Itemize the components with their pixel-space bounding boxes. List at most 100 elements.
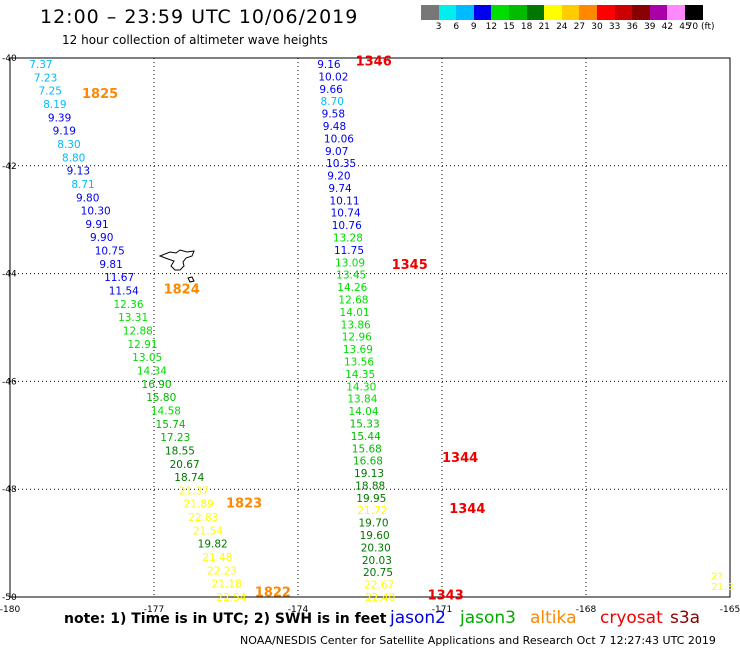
wave-height-label: 19.82 [198,539,228,551]
color-scale-swatch [491,5,509,20]
y-tick-label: -44 [2,270,17,280]
color-scale-swatch [614,5,633,20]
wave-height-label: 22.23 [207,565,237,577]
x-tick-label: -165 [720,605,740,615]
wave-height-label: 10.30 [81,206,111,218]
pass-number-label: 1823 [226,497,262,512]
wave-height-label: 15.44 [351,431,381,443]
wave-height-label: 16.68 [353,456,383,468]
chart-axes: -180 -177 -174 -171 -168 -165 -40 -42 -44 -46 -48 -… [0,54,740,615]
wave-height-label: 9.16 [317,59,341,71]
color-scale-swatch [438,5,457,20]
wave-height-label: 13.86 [341,319,371,331]
wave-height-label: 14.26 [337,282,367,294]
pass-number-label: 1346 [356,55,392,70]
y-tick-label: -48 [2,485,17,495]
wave-height-label: 19.70 [359,518,389,530]
wave-height-label: 7.25 [39,86,62,98]
x-tick-label: -180 [0,605,20,615]
y-tick-label: -50 [2,593,17,603]
color-scale-label: 36 [626,22,638,32]
color-scale-label: 45 [679,22,691,32]
wave-height-label: 9.58 [322,109,345,121]
wave-height-label: 8.80 [62,152,85,164]
wave-height-label: 16.90 [142,379,172,391]
wave-height-label: 21.18 [212,579,242,591]
wave-height-label: 20.75 [363,567,393,579]
wave-height-label: 22.54 [216,592,246,604]
color-scale-swatch [596,5,615,20]
wave-height-label: 10.74 [331,208,361,220]
wave-height-label: 9.20 [327,171,350,183]
color-scale-label: 18 [520,22,533,32]
wave-height-label: 18.88 [355,480,385,492]
y-tick-label: -46 [2,377,17,387]
wave-height-label: 13.84 [347,394,377,406]
wave-height-label: 8.70 [321,96,344,108]
mission-legend-item: altika [530,608,577,628]
color-scale-label: 27 [573,22,586,32]
wave-height-label: 14.58 [151,405,181,417]
wave-height-label: 21.89 [184,499,214,511]
wave-height-label: 14.30 [346,381,376,393]
wave-height-label: 13.69 [343,344,373,356]
wave-height-label: 7.23 [34,72,57,84]
wave-height-label: 14.35 [345,369,375,381]
color-scale-label: 3 [435,22,442,32]
color-scale-swatch [508,5,527,20]
wave-height-label: 9.19 [53,126,76,138]
wave-height-label: 13.05 [132,352,162,364]
chart-title: 12:00 – 23:59 UTC 10/06/2019 [40,6,359,28]
color-scale-swatch [684,5,703,20]
wave-height-label: 12.68 [338,295,368,307]
wave-height-label: 17.23 [160,432,190,444]
color-scale-label: 6 [453,22,460,32]
wave-height-label: 13.28 [333,233,363,245]
x-tick-label: -171 [432,605,452,615]
wave-height-label: 7.37 [29,59,52,71]
wave-height-label: 15.74 [156,419,186,431]
wave-height-label: 9.81 [99,259,122,271]
wave-height-label: 10.75 [95,246,125,258]
wave-height-label: 8.71 [71,179,94,191]
wave-height-label: 9.07 [325,146,348,158]
color-scale-label: 70 (ft) [686,22,715,32]
wave-height-label: 9.66 [319,84,343,96]
footer-credit: NOAA/NESDIS Center for Satellite Applica… [240,634,716,647]
wave-height-label: 13.31 [118,312,148,324]
wave-height-label: 11.75 [334,245,364,257]
color-scale-swatch [561,5,580,20]
mission-legend-item: jason3 [460,608,516,628]
color-scale-swatch [473,5,492,20]
wave-height-label: 9.13 [67,166,90,178]
wave-height-label: 13.45 [336,270,366,282]
color-scale-swatch [579,5,597,20]
wave-height-label: 20.30 [361,542,391,554]
color-scale-label: 9 [470,22,477,32]
wave-height-label: 15.33 [350,418,380,430]
x-tick-label: -177 [144,605,164,615]
color-scale-swatch [632,5,650,20]
wave-height-label: 21.37 [179,485,209,497]
pass-number-label: 1345 [392,258,428,273]
wave-height-label: 10.06 [324,133,354,145]
color-scale-label: 21 [538,22,550,32]
wave-height-label: 19.95 [356,493,386,505]
y-tick-label: -40 [2,54,17,64]
wave-height-label: 19.60 [360,530,390,542]
wave-height-label: 10.11 [329,195,359,207]
color-scale-swatch [456,5,474,20]
wave-height-label: 10.02 [318,71,348,83]
wave-height-label: 22.83 [188,512,218,524]
x-tick-label: -168 [576,605,597,615]
wave-height-label: 12.96 [342,332,372,344]
wave-height-label: 10.76 [332,220,362,232]
mission-legend-item: cryosat [600,608,663,628]
color-scale-label: 15 [503,22,515,32]
y-tick-label: -42 [2,162,17,172]
wave-height-label: 9.48 [323,121,346,133]
wave-height-label: 14.34 [137,365,167,377]
wave-height-label: 13.09 [335,257,365,269]
color-scale-bar [421,5,703,20]
